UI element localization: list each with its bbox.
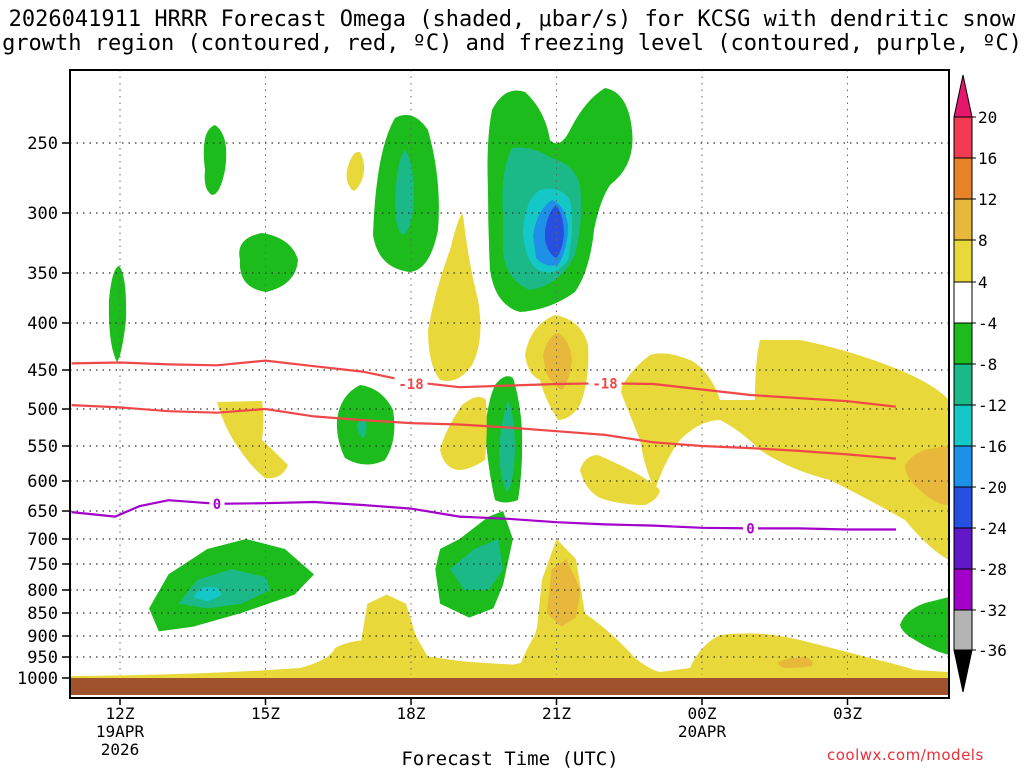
colorbar-swatch-7 [953,404,973,447]
colorbar: 20 16 12 8 4 -4 -8 -12 -16 -20 -24 -28 -32 -36 [953,74,1007,693]
colorbar-label-12: -32 [978,601,1007,620]
colorbar-label-0: 20 [978,108,997,127]
colorbar-label-5: -4 [978,314,997,333]
colorbar-swatch-5 [953,322,973,365]
credit-text: coolwx.com/models [827,746,984,764]
shading-teal-mid-left [357,419,367,438]
x-tick-label-03Z: 03Z [833,704,862,723]
contour-label-bg-2 [209,495,225,512]
y-axis: 250 300 350 400 450 500 550 600 650 700 750 800 850 9… [17,134,70,689]
colorbar-label-6: -8 [978,355,997,374]
colorbar-swatch-1 [953,157,973,200]
x-axis-title: Forecast Time (UTC) [401,748,618,768]
plot-frame [69,69,950,699]
colorbar-swatch-11 [953,568,973,611]
shading-teal-column [395,150,414,235]
colorbar-label-1: 16 [978,149,997,168]
x-tick-label-15Z: 15Z [251,704,280,723]
shading-yellow-lower-right [440,396,487,470]
colorbar-swatch-6 [953,363,973,406]
colorbar-swatch-2 [953,198,973,241]
y-tick-label-500: 500 [27,400,58,420]
x-tick-date-12Z: 19APR [96,722,145,741]
colorbar-swatch-0 [953,116,973,159]
shading-teal-20z-column [499,400,515,492]
contour-dendritic-upper [71,359,897,408]
colorbar-swatch-12 [953,609,973,651]
shading-yellow-mid-left [217,401,288,479]
y-tick-label-250: 250 [27,134,58,154]
colorbar-swatch-9 [953,486,973,529]
chart-title-line-1: 2026041911 HRRR Forecast Omega (shaded, … [8,7,1016,32]
colorbar-bottom-triangle [953,649,973,693]
colorbar-label-10: -24 [978,519,1007,538]
y-tick-label-450: 450 [27,361,58,381]
contour-label-2: 0 [213,497,221,513]
x-tick-label-21Z: 21Z [542,704,571,723]
contour-dendritic-lower [71,404,897,460]
y-tick-label-350: 350 [27,264,58,284]
y-tick-label-800: 800 [27,581,58,601]
y-tick-label-600: 600 [27,472,58,492]
shading-yellow-bottom-band [70,606,949,683]
y-tick-label-300: 300 [27,204,58,224]
y-tick-label-950: 950 [27,648,58,668]
contour-labels: -18 -18 0 0 [209,375,758,537]
colorbar-swatch-3 [953,239,973,283]
y-tick-label-900: 900 [27,627,58,647]
y-tick-label-400: 400 [27,314,58,334]
colorbar-label-8: -16 [978,437,1007,456]
y-tick-label-850: 850 [27,604,58,624]
colorbar-label-7: -12 [978,396,1007,415]
ground-surface [70,678,949,695]
shading-yellow-small [346,151,365,191]
shading-green-left-strip [108,266,127,362]
omega-region-5 [449,539,504,590]
shading-green-right-top [605,115,620,168]
contour-label-3: 0 [746,521,754,537]
shading-yellow-right-upper [580,455,660,505]
shading-yellow-vertical [428,214,481,381]
shading-green-far-right-low [900,597,949,655]
x-tick-label-18Z: 18Z [397,704,426,723]
shading-orange-bottom-small [778,657,813,668]
colorbar-top-triangle [953,74,973,118]
x-tick-label-00Z: 00Z [688,704,717,723]
shading-orange-21z-upper [543,333,572,390]
colorbar-label-3: 8 [978,231,988,250]
colorbar-swatch-8 [953,445,973,488]
shading-darkblue-core [545,205,564,258]
x-tick-label-12Z: 12Z [106,704,135,723]
colorbar-label-4: 4 [978,273,988,292]
contour-label-0: -18 [398,377,423,393]
colorbar-label-11: -28 [978,560,1007,579]
omega-region-2 [192,587,222,602]
contour-label-1: -18 [592,376,617,392]
colorbar-swatch-10 [953,527,973,570]
colorbar-label-2: 12 [978,190,997,209]
contour-label-bg-1 [588,375,622,392]
omega-region-3 [357,594,431,662]
colorbar-swatch-4 [953,281,973,324]
y-tick-label-700: 700 [27,530,58,550]
contour-label-bg-0 [394,376,428,393]
shading-green-upper-b [239,233,298,292]
colorbar-label-13: -36 [978,641,1007,660]
colorbar-label-9: -20 [978,478,1007,497]
omega-region-7 [546,559,581,627]
x-tick-date-00Z: 20APR [678,722,727,741]
y-tick-label-750: 750 [27,555,58,575]
shading-orange-far-right [905,446,949,505]
y-tick-label-650: 650 [27,502,58,522]
y-tick-label-1000: 1000 [17,669,58,689]
y-tick-label-550: 550 [27,437,58,457]
contour-label-bg-3 [743,520,758,537]
x-tick-year-12Z: 2026 [101,740,140,759]
chart-title-line-2: growth region (contoured, red, ºC) and f… [2,31,1022,56]
